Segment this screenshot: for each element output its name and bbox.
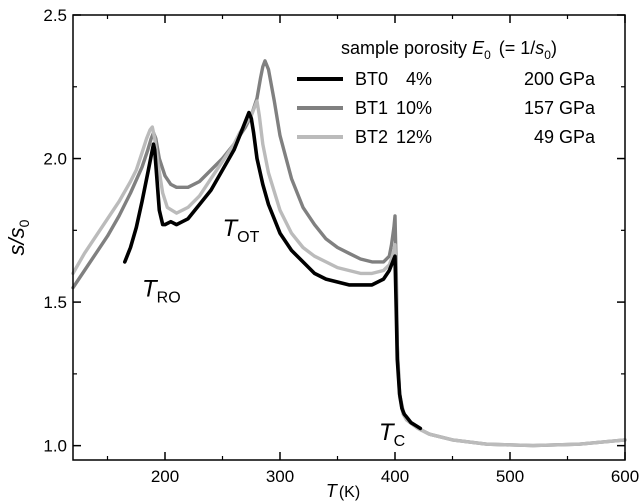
plot-frame xyxy=(72,14,626,461)
y-tick-label: 2.0 xyxy=(43,150,67,169)
series-line-bt0 xyxy=(123,110,423,431)
legend-name-bt1: BT1 xyxy=(355,98,388,118)
y-tick-label: 1.0 xyxy=(43,437,67,456)
y-tick-label: 1.5 xyxy=(43,293,67,312)
legend-modulus-bt0: 200 GPa xyxy=(524,69,596,89)
legend: sample porosity E0 (= 1/s0) BT0 4% 200 GPa B… xyxy=(297,38,596,147)
y-tick-label: 2.5 xyxy=(43,6,67,25)
legend-porosity-bt1: 10% xyxy=(396,98,432,118)
ticks-layer: 200 300 400 500 600 1.0 1.5 2.0 2.5 T (K) s/s0 xyxy=(4,6,639,501)
y-axis-title: s/s0 xyxy=(4,219,32,255)
x-tick-label: 500 xyxy=(496,467,524,486)
x-tick-label: 600 xyxy=(611,467,639,486)
series-layer xyxy=(71,59,627,448)
annotation-layer: TRO TOT TC xyxy=(142,215,405,450)
legend-name-bt2: BT2 xyxy=(355,127,388,147)
transition-label-ro: TRO xyxy=(142,275,181,306)
legend-modulus-bt2: 49 GPa xyxy=(534,127,596,147)
x-tick-label: 300 xyxy=(266,467,294,486)
legend-header: sample porosity E0 (= 1/s0) xyxy=(341,38,557,62)
legend-name-bt0: BT0 xyxy=(355,69,388,89)
x-axis-title: T (K) xyxy=(326,481,360,501)
axes-layer xyxy=(72,14,626,461)
legend-porosity-bt2: 12% xyxy=(396,127,432,147)
legend-modulus-bt1: 157 GPa xyxy=(524,98,596,118)
x-tick-label: 200 xyxy=(151,467,179,486)
transition-label-c: TC xyxy=(379,419,405,450)
legend-porosity-bt0: 4% xyxy=(406,69,432,89)
transition-label-ot: TOT xyxy=(223,215,260,246)
x-tick-label: 400 xyxy=(381,467,409,486)
